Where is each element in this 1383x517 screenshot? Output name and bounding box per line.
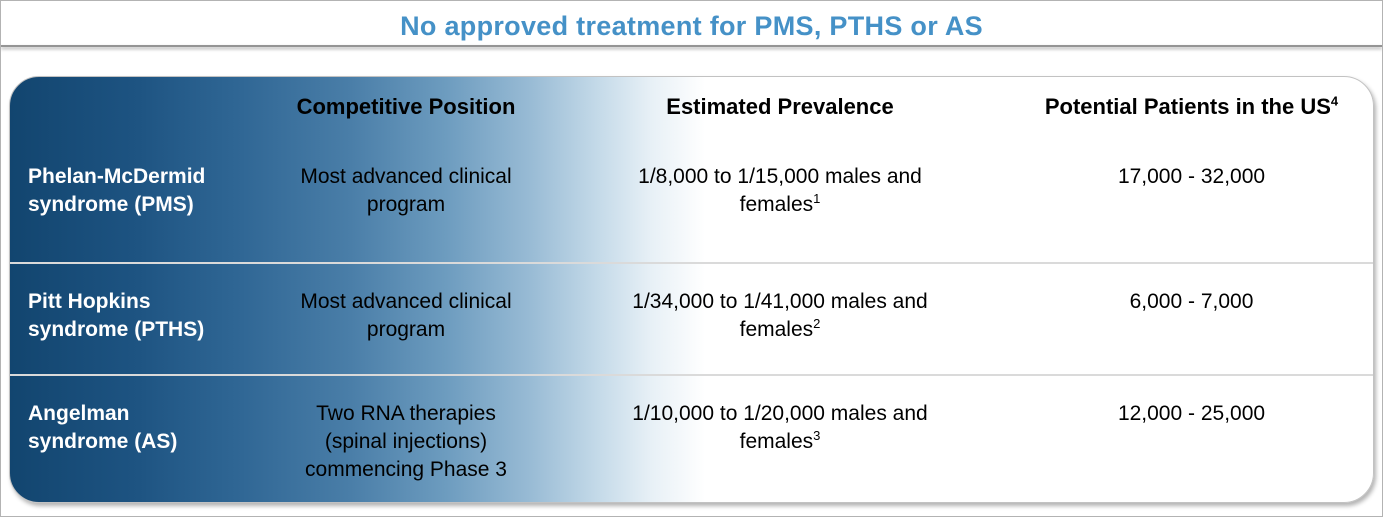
estimated-prevalence-cell: 1/34,000 to 1/41,000 males and females2 xyxy=(550,264,1010,374)
column-header-empty xyxy=(10,77,262,139)
competitive-position-cell: Two RNA therapies (spinal injections) co… xyxy=(305,402,507,481)
syndrome-name: Pitt Hopkins syndrome (PTHS) xyxy=(28,290,205,341)
table-header-row: Competitive Position Estimated Prevalenc… xyxy=(10,77,1373,139)
potential-patients-cell: 12,000 - 25,000 xyxy=(1117,402,1266,425)
potential-patients-cell: 6,000 - 7,000 xyxy=(1129,290,1254,313)
prevalence-text: 1/34,000 to 1/41,000 males and females xyxy=(632,290,928,341)
table-row-pths: Pitt Hopkins syndrome (PTHS) Most advanc… xyxy=(10,262,1373,374)
column-header-competitive-position: Competitive Position xyxy=(296,94,516,119)
footnote-marker: 3 xyxy=(813,428,821,443)
footnote-marker: 1 xyxy=(813,191,821,206)
title-divider xyxy=(1,45,1382,47)
syndrome-name: Phelan-McDermid syndrome (PMS) xyxy=(28,165,206,216)
footnote-marker: 4 xyxy=(1330,93,1339,109)
footnote-marker: 2 xyxy=(813,316,821,331)
column-header-estimated-prevalence: Estimated Prevalence xyxy=(666,94,894,119)
column-header-potential-patients: Potential Patients in the US4 xyxy=(1010,77,1373,139)
estimated-prevalence-cell: 1/10,000 to 1/20,000 males and females3 xyxy=(550,376,1010,502)
syndrome-name: Angelman syndrome (AS) xyxy=(28,402,178,453)
prevalence-text: 1/8,000 to 1/15,000 males and females xyxy=(638,165,922,216)
prevalence-text: 1/10,000 to 1/20,000 males and females xyxy=(632,402,928,453)
potential-patients-cell: 17,000 - 32,000 xyxy=(1117,165,1266,188)
syndrome-table: Competitive Position Estimated Prevalenc… xyxy=(9,76,1374,503)
table-row-as: Angelman syndrome (AS) Two RNA therapies… xyxy=(10,374,1373,502)
estimated-prevalence-cell: 1/8,000 to 1/15,000 males and females1 xyxy=(550,139,1010,262)
competitive-position-cell: Most advanced clinical program xyxy=(300,290,512,341)
potential-patients-header-label: Potential Patients in the US xyxy=(1044,94,1331,119)
slide-title: No approved treatment for PMS, PTHS or A… xyxy=(400,11,983,41)
table-row-pms: Phelan-McDermid syndrome (PMS) Most adva… xyxy=(10,139,1373,262)
competitive-position-cell: Most advanced clinical program xyxy=(300,165,512,216)
